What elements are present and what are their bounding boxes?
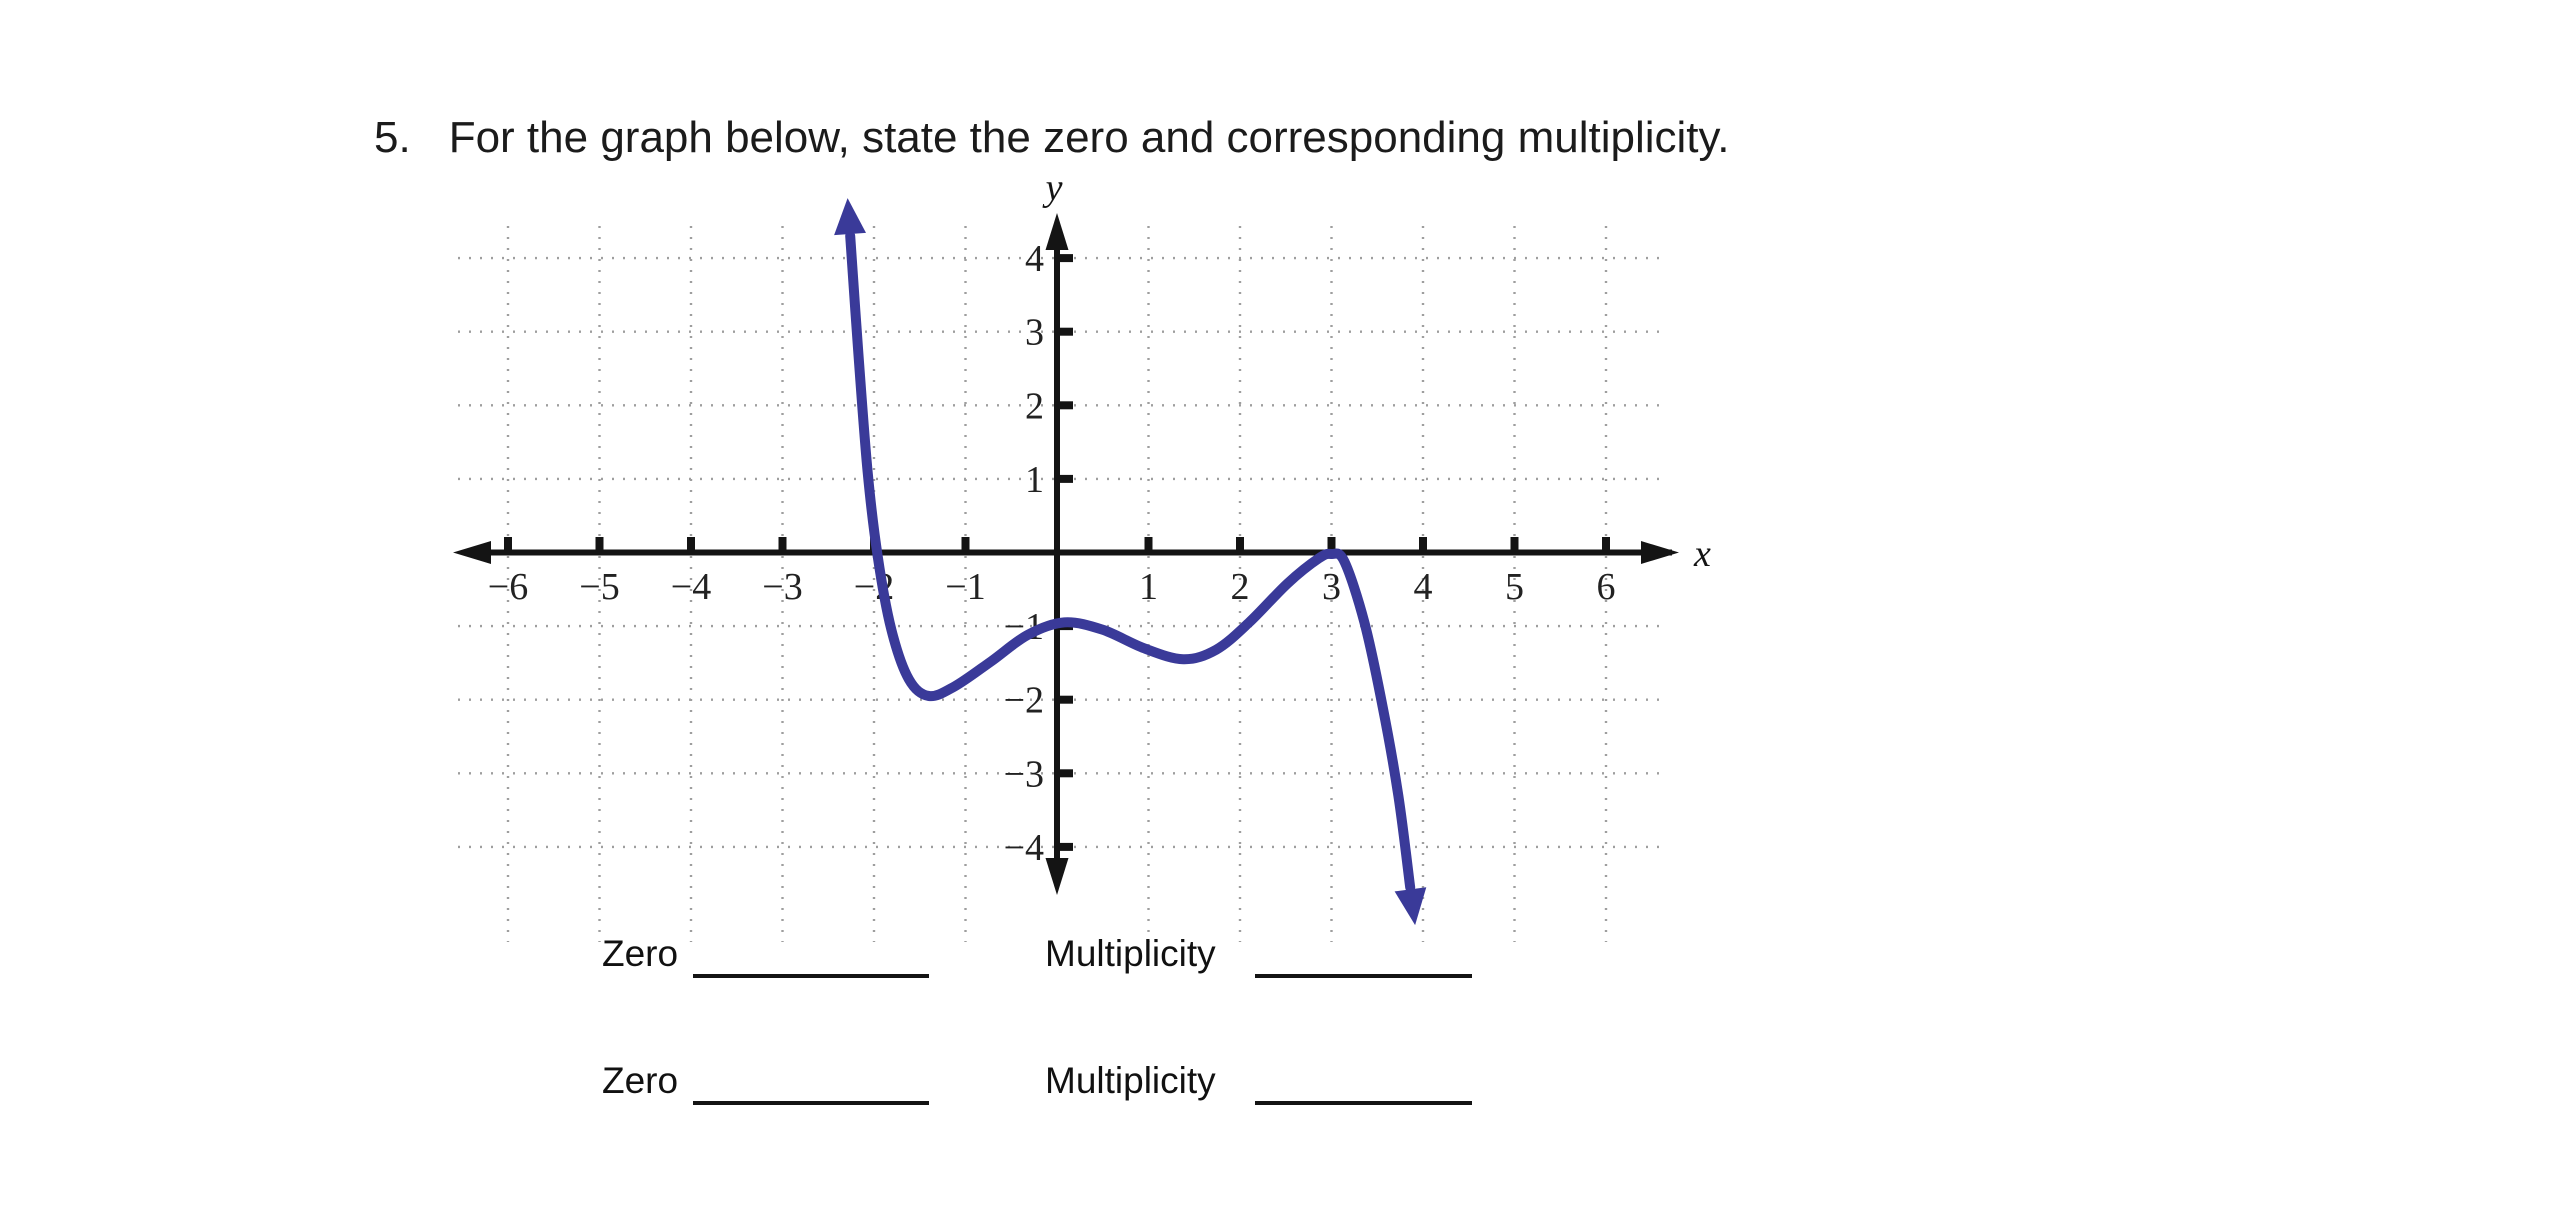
x-tick-label: 5	[1505, 566, 1524, 608]
x-tick-label: −5	[579, 566, 619, 608]
x-axis-left-arrow-icon	[453, 541, 491, 564]
ticks-layer	[504, 254, 1610, 851]
x-tick-label: −3	[762, 566, 802, 608]
y-tick-label: −3	[1004, 753, 1044, 795]
x-tick-label: 4	[1414, 566, 1433, 608]
zero-label-2: Zero	[602, 1060, 679, 1101]
x-tick-label: 6	[1597, 566, 1616, 608]
x-tick-label: 1	[1139, 566, 1158, 608]
y-tick-label: 2	[1025, 385, 1044, 427]
curve-layer	[834, 198, 1427, 926]
y-axis-label: y	[1042, 175, 1063, 209]
y-tick-label: −2	[1004, 680, 1044, 722]
y-axis-up-arrow-icon	[1045, 213, 1069, 250]
x-tick-label: −4	[671, 566, 711, 608]
question-text: For the graph below, state the zero and …	[448, 113, 1730, 162]
y-tick-label: −4	[1004, 827, 1044, 869]
x-tick-label: −1	[945, 566, 985, 608]
zero-blank-1[interactable]	[693, 974, 929, 978]
multiplicity-label-2: Multiplicity	[1045, 1060, 1216, 1101]
x-tick-label: 2	[1231, 566, 1250, 608]
multiplicity-blank-1[interactable]	[1255, 974, 1472, 978]
x-axis-label: x	[1693, 533, 1711, 575]
y-axis-down-arrow-icon	[1045, 858, 1069, 895]
y-tick-label: 3	[1025, 312, 1044, 354]
y-tick-label: 4	[1025, 238, 1044, 280]
curve-arrowhead-bottom-icon	[1394, 887, 1427, 926]
polynomial-curve	[845, 231, 1416, 893]
axes-layer: x y	[453, 175, 1711, 895]
multiplicity-blank-2[interactable]	[1255, 1101, 1472, 1105]
x-tick-label: 3	[1322, 566, 1341, 608]
question: 5. For the graph below, state the zero a…	[374, 112, 1729, 165]
zero-label-1: Zero	[602, 933, 679, 974]
y-tick-label: 1	[1025, 459, 1044, 501]
x-axis-right-arrow-icon	[1641, 541, 1679, 564]
zero-blank-2[interactable]	[693, 1101, 929, 1105]
question-number: 5.	[374, 113, 411, 162]
curve-arrowhead-top-icon	[834, 198, 866, 236]
multiplicity-label-1: Multiplicity	[1045, 933, 1216, 974]
x-tick-label: −6	[488, 566, 528, 608]
